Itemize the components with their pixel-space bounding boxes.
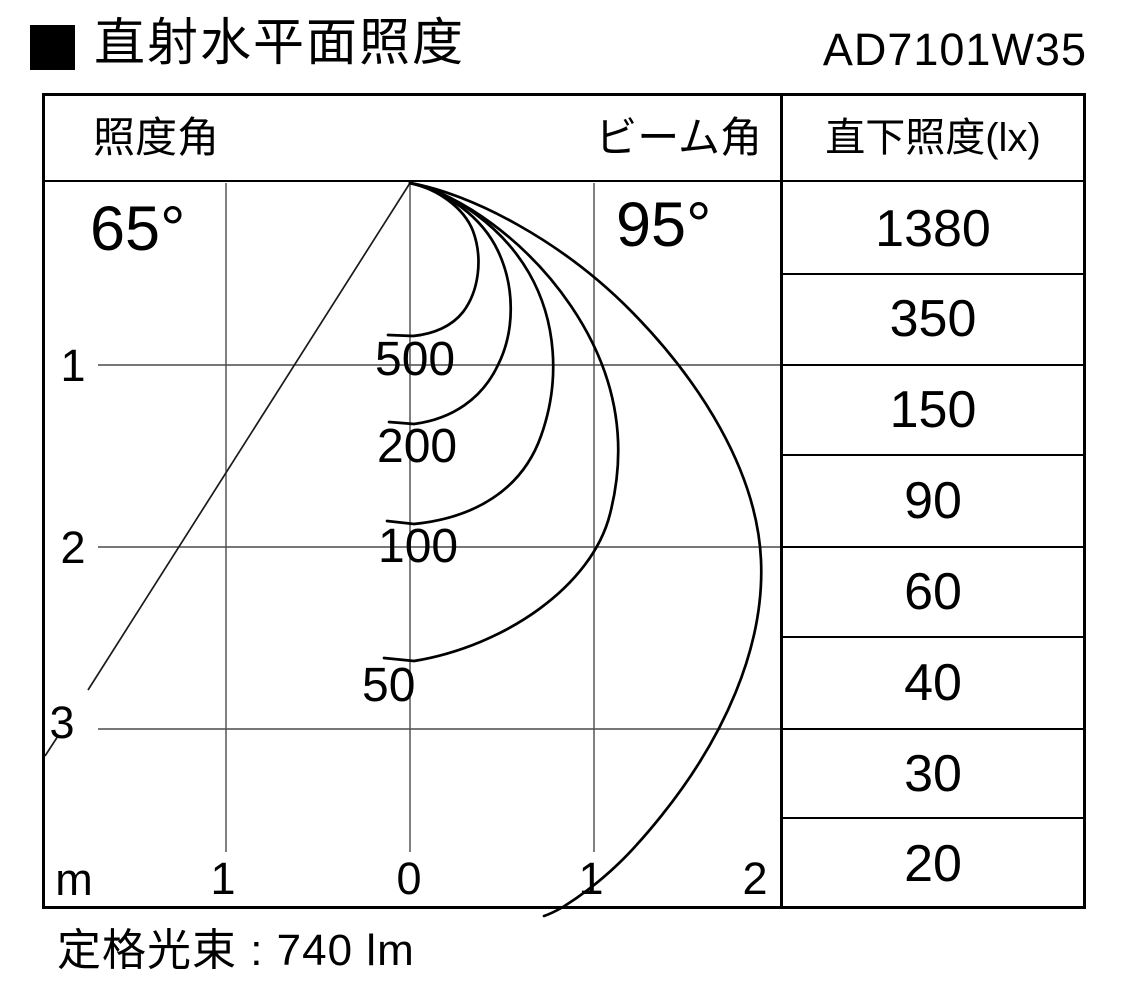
x-axis-unit-label: m: [55, 853, 93, 905]
direct-illuminance-value: 150: [889, 381, 977, 439]
x-axis-tick-right-2m: 2: [742, 852, 768, 904]
model-number: AD7101W35: [822, 24, 1087, 75]
isolux-label-200: 200: [377, 420, 458, 473]
header-direct-illuminance: 直下照度(lx): [825, 115, 1041, 160]
illuminance-angle-value: 65°: [90, 194, 186, 264]
row-separator: [783, 273, 1083, 275]
isolux-label-50: 50: [362, 659, 416, 712]
isolux-chart: [44, 181, 780, 918]
illuminance-angle-line-lower: [44, 735, 59, 757]
isolux-label-100: 100: [378, 520, 459, 573]
direct-illuminance-value: 40: [904, 654, 962, 712]
direct-illuminance-value: 90: [904, 472, 962, 530]
y-axis-tick-3m: 3: [49, 696, 75, 748]
x-axis-tick-left-1m: 1: [210, 852, 236, 904]
isolux-curve-50lx: [382, 181, 620, 663]
illuminance-angle-line: [44, 182, 411, 757]
isolux-curve-200lx: [387, 181, 513, 426]
direct-illuminance-value: 20: [904, 835, 962, 893]
row-separator: [783, 728, 1083, 730]
beam-angle-value: 95°: [616, 190, 712, 260]
rated-luminous-flux: 定格光束 : 740 lm: [57, 926, 415, 975]
y-axis-tick-2m: 2: [60, 521, 86, 573]
row-separator: [783, 454, 1083, 456]
x-axis-tick-0m: 0: [396, 852, 422, 904]
header-beam-angle: ビーム角: [595, 113, 762, 161]
direct-illuminance-value: 30: [904, 745, 962, 803]
isolux-curves: [382, 181, 763, 918]
direct-illuminance-value: 60: [904, 563, 962, 621]
row-separator: [783, 636, 1083, 638]
direct-illuminance-value: 1380: [875, 200, 991, 258]
y-axis-tick-1m: 1: [60, 339, 86, 391]
row-separator: [783, 817, 1083, 819]
isolux-curve-500lx: [386, 181, 480, 338]
grid-lines: [98, 183, 780, 852]
x-axis-tick-right-1m: 1: [578, 852, 604, 904]
title-bullet-square-icon: [30, 25, 75, 70]
page-title: 直射水平面照度: [94, 14, 466, 71]
column-divider-line: [780, 93, 783, 909]
header-separator-line: [44, 180, 1084, 182]
isolux-label-500: 500: [375, 333, 456, 386]
header-illuminance-angle: 照度角: [93, 113, 220, 161]
isolux-curve-20lx: [408, 181, 763, 918]
row-separator: [783, 364, 1083, 366]
direct-illuminance-value: 350: [889, 290, 977, 348]
illuminance-angle-line-upper: [87, 182, 411, 691]
row-separator: [783, 546, 1083, 548]
isolux-curve-100lx: [385, 181, 555, 526]
